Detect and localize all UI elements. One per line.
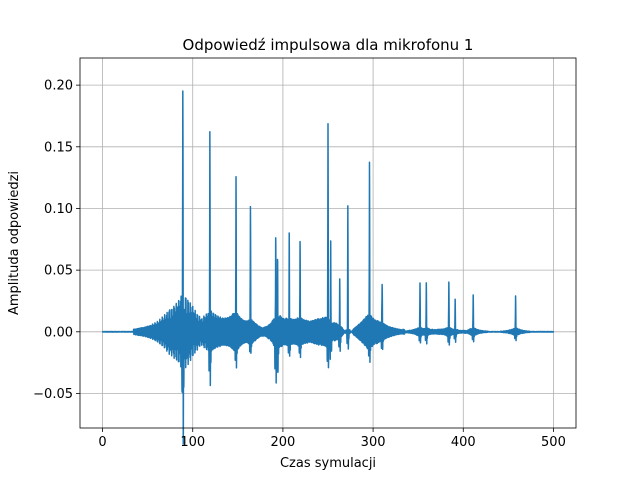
y-tick-label: 0.05 bbox=[44, 264, 73, 279]
chart-title: Odpowiedź impulsowa dla mikrofonu 1 bbox=[183, 36, 474, 54]
y-tick-label: 0.00 bbox=[44, 325, 73, 340]
y-tick-label: 0.15 bbox=[44, 140, 73, 155]
x-tick-label: 200 bbox=[270, 435, 295, 450]
x-tick-label: 100 bbox=[180, 435, 205, 450]
y-tick-label: −0.05 bbox=[33, 387, 73, 402]
ticks: 0 100 200 300 400 500 −0.05 0.00 0.05 0.10 0.15 0.2… bbox=[33, 79, 566, 450]
y-tick-label: 0.20 bbox=[44, 79, 73, 94]
y-tick-label: 0.10 bbox=[44, 202, 73, 217]
x-tick-label: 500 bbox=[541, 435, 566, 450]
plot-frame bbox=[79, 57, 577, 429]
x-tick-label: 400 bbox=[451, 435, 476, 450]
x-tick-label: 300 bbox=[361, 435, 386, 450]
x-axis-label: Czas symulacji bbox=[280, 456, 376, 471]
series-line bbox=[101, 90, 555, 445]
x-tick-label: 0 bbox=[98, 435, 106, 450]
y-axis-label: Amplituda odpowiedzi bbox=[7, 171, 22, 315]
